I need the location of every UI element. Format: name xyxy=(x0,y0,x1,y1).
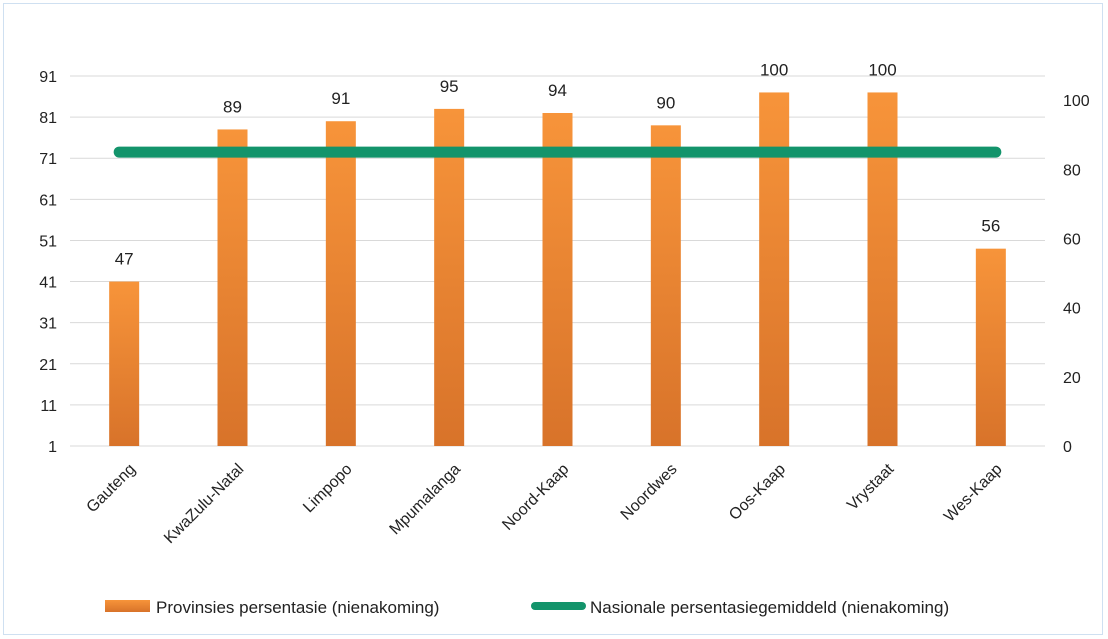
right-tick-label: 40 xyxy=(1063,301,1081,318)
right-axis: 0 20 40 60 80 100 xyxy=(1063,93,1090,456)
left-tick-label: 21 xyxy=(39,357,57,374)
data-label: 47 xyxy=(115,250,134,269)
data-label: 100 xyxy=(760,60,788,79)
bar-noordwes xyxy=(650,125,681,446)
data-label: 94 xyxy=(548,81,567,100)
category-label: Gauteng xyxy=(84,461,139,516)
data-label: 90 xyxy=(656,93,675,112)
left-tick-label: 81 xyxy=(39,110,57,127)
bar-noord-kaap xyxy=(542,113,573,446)
category-label: Oos-Kaap xyxy=(726,461,789,524)
left-tick-label: 41 xyxy=(39,275,57,292)
bar-mpumalanga xyxy=(434,108,465,446)
bar-limpopo xyxy=(325,121,356,446)
left-tick-label: 31 xyxy=(39,316,57,333)
legend-label-bars: Provinsies persentasie (nienakoming) xyxy=(156,598,439,617)
left-tick-label: 11 xyxy=(40,398,57,415)
legend-swatch-bars xyxy=(105,600,150,612)
left-tick-label: 51 xyxy=(39,233,57,250)
category-label: Mpumalanga xyxy=(387,461,465,539)
right-tick-label: 80 xyxy=(1063,162,1081,179)
category-label: Limpopo xyxy=(300,461,355,516)
left-tick-label: 1 xyxy=(48,439,57,456)
data-label: 91 xyxy=(331,89,350,108)
bar-gauteng xyxy=(109,281,140,446)
left-tick-label: 71 xyxy=(39,151,57,168)
data-label: 95 xyxy=(440,77,459,96)
legend: Provinsies persentasie (nienakoming) Nas… xyxy=(105,598,949,617)
category-label: Wes-Kaap xyxy=(941,461,1006,526)
legend-label-line: Nasionale persentasiegemiddeld (nienakom… xyxy=(590,598,949,617)
category-labels: Gauteng KwaZulu-Natal Limpopo Mpumalanga Noo… xyxy=(84,460,1006,547)
data-label: 100 xyxy=(868,60,896,79)
category-label: Noord-Kaap xyxy=(499,461,572,534)
right-tick-label: 60 xyxy=(1063,232,1081,249)
left-tick-label: 61 xyxy=(39,192,57,209)
category-label: KwaZulu-Natal xyxy=(161,461,247,547)
right-tick-label: 0 xyxy=(1063,439,1072,456)
bar-oos-kaap xyxy=(759,92,790,446)
right-tick-label: 100 xyxy=(1063,93,1090,110)
left-tick-label: 91 xyxy=(39,69,57,86)
bar-series xyxy=(109,92,1006,446)
data-labels: 47 89 91 95 94 90 100 100 56 xyxy=(115,60,1001,268)
category-label: Vrystaat xyxy=(844,460,897,513)
bar-kwazulu-natal xyxy=(217,129,248,446)
bar-wes-kaap xyxy=(975,248,1006,446)
right-tick-label: 20 xyxy=(1063,370,1081,387)
data-label: 89 xyxy=(223,97,242,116)
bar-vrystaat xyxy=(867,92,898,446)
data-label: 56 xyxy=(981,217,1000,236)
category-label: Noordwes xyxy=(618,461,681,524)
